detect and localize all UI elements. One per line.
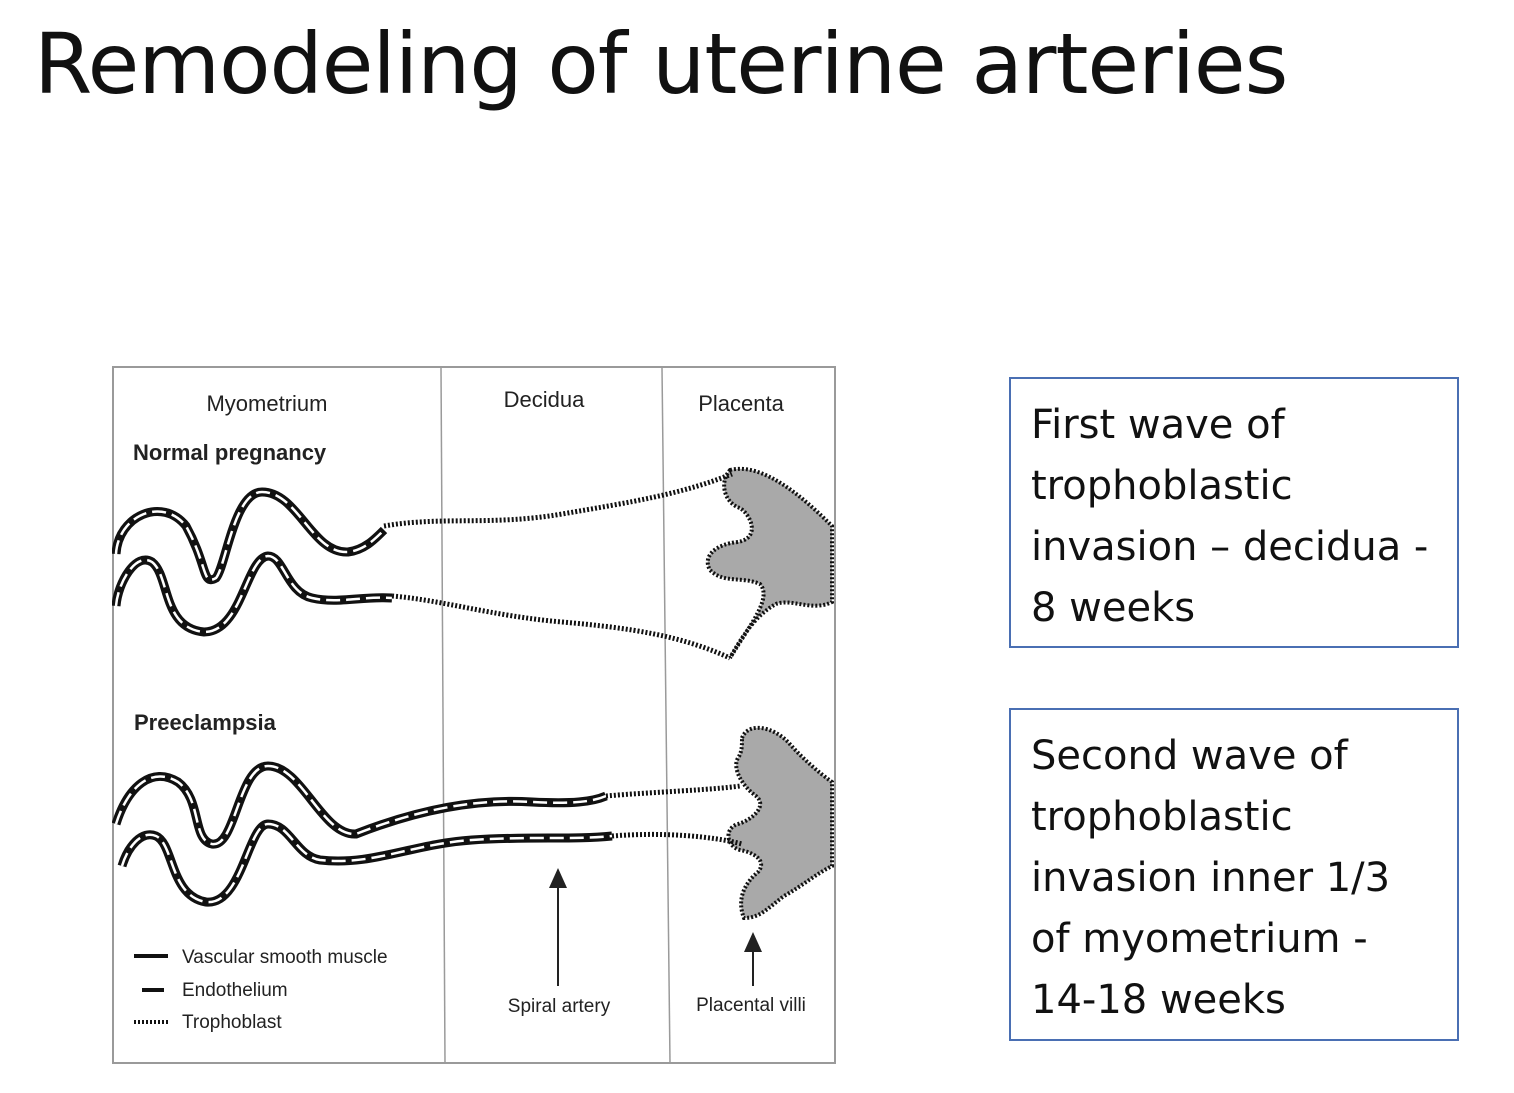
slide-title: Remodeling of uterine arteries — [34, 15, 1288, 113]
remodeling-diagram: Myometrium Decidua Placenta Normal pregn… — [112, 366, 836, 1064]
normal-spiral-artery — [112, 471, 733, 661]
legend-label-trophoblast: Trophoblast — [182, 1012, 282, 1033]
spiral-artery-arrow — [549, 868, 567, 986]
section-normal-pregnancy: Normal pregnancy — [133, 440, 327, 465]
column-header-placenta: Placenta — [698, 391, 784, 416]
placental-villi-arrow — [744, 932, 762, 986]
column-header-myometrium: Myometrium — [206, 391, 327, 416]
column-header-decidua: Decidua — [504, 387, 585, 412]
note-first-wave: First wave of trophoblastic invasion – d… — [1009, 377, 1459, 648]
divider-myometrium-decidua — [440, 367, 446, 1064]
legend-label-endothelium: Endothelium — [182, 980, 288, 1001]
note-second-wave: Second wave of trophoblastic invasion in… — [1009, 708, 1459, 1041]
divider-decidua-placenta — [661, 367, 671, 1064]
section-preeclampsia: Preeclampsia — [134, 710, 277, 735]
normal-placental-villus — [705, 466, 834, 660]
preeclampsia-placental-villus — [726, 725, 834, 921]
placental-villi-label: Placental villi — [696, 995, 806, 1016]
legend: Vascular smooth muscle Endothelium Troph… — [134, 947, 388, 1033]
diagram-frame — [112, 366, 836, 1064]
legend-label-vascular-smooth-muscle: Vascular smooth muscle — [182, 947, 388, 968]
preeclampsia-spiral-artery — [112, 761, 743, 907]
spiral-artery-label: Spiral artery — [508, 996, 611, 1017]
